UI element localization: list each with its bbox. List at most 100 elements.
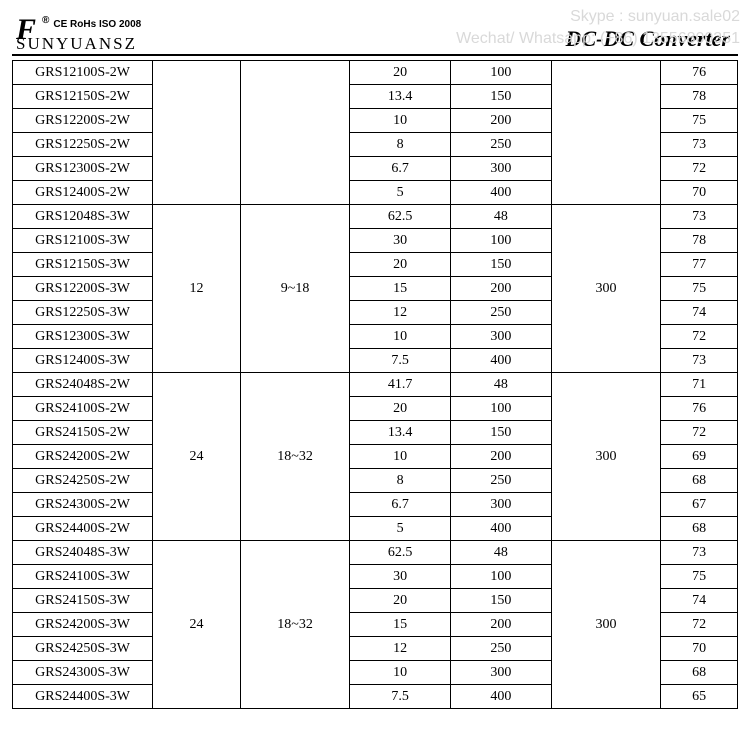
- iout-cell: 20: [350, 397, 451, 421]
- iout-cell: 7.5: [350, 685, 451, 709]
- iout-cell: 41.7: [350, 373, 451, 397]
- eff-cell: 68: [661, 469, 738, 493]
- brand-block: F ® CE RoHs ISO 2008 SUNYUANSZ: [16, 12, 141, 54]
- eff-cell: 74: [661, 589, 738, 613]
- load-cell: 300: [551, 205, 661, 373]
- model-cell: GRS24400S-3W: [13, 685, 153, 709]
- model-cell: GRS24048S-2W: [13, 373, 153, 397]
- vout-cell: 150: [451, 85, 552, 109]
- model-cell: GRS12400S-2W: [13, 181, 153, 205]
- vout-cell: 300: [451, 661, 552, 685]
- vout-cell: 200: [451, 613, 552, 637]
- vout-cell: 150: [451, 253, 552, 277]
- iout-cell: 13.4: [350, 85, 451, 109]
- eff-cell: 72: [661, 325, 738, 349]
- vout-cell: 250: [451, 469, 552, 493]
- vout-cell: 400: [451, 517, 552, 541]
- page-title: DC-DC Converter: [566, 26, 734, 54]
- vout-cell: 250: [451, 637, 552, 661]
- cert-line: F ® CE RoHs ISO 2008: [16, 12, 141, 36]
- load-cell: [551, 61, 661, 205]
- table-row: GRS24048S-3W2418~3262.54830073: [13, 541, 738, 565]
- model-cell: GRS12250S-3W: [13, 301, 153, 325]
- model-cell: GRS24200S-2W: [13, 445, 153, 469]
- model-cell: GRS24200S-3W: [13, 613, 153, 637]
- eff-cell: 72: [661, 613, 738, 637]
- eff-cell: 65: [661, 685, 738, 709]
- vin-range-cell: 9~18: [240, 205, 350, 373]
- spec-table: GRS12100S-2W2010076GRS12150S-2W13.415078…: [12, 60, 738, 709]
- iout-cell: 5: [350, 517, 451, 541]
- iout-cell: 8: [350, 133, 451, 157]
- iout-cell: 30: [350, 565, 451, 589]
- eff-cell: 73: [661, 205, 738, 229]
- model-cell: GRS12300S-3W: [13, 325, 153, 349]
- load-cell: 300: [551, 541, 661, 709]
- eff-cell: 75: [661, 109, 738, 133]
- iout-cell: 12: [350, 637, 451, 661]
- vin-nom-cell: 24: [153, 541, 241, 709]
- iout-cell: 12: [350, 301, 451, 325]
- model-cell: GRS24300S-3W: [13, 661, 153, 685]
- model-cell: GRS12400S-3W: [13, 349, 153, 373]
- vout-cell: 48: [451, 373, 552, 397]
- iout-cell: 20: [350, 61, 451, 85]
- eff-cell: 75: [661, 565, 738, 589]
- vin-nom-cell: [153, 61, 241, 205]
- eff-cell: 76: [661, 397, 738, 421]
- eff-cell: 70: [661, 181, 738, 205]
- model-cell: GRS24100S-2W: [13, 397, 153, 421]
- iout-cell: 20: [350, 589, 451, 613]
- vout-cell: 400: [451, 181, 552, 205]
- model-cell: GRS12100S-2W: [13, 61, 153, 85]
- vout-cell: 48: [451, 205, 552, 229]
- table-row: GRS24048S-2W2418~3241.74830071: [13, 373, 738, 397]
- vout-cell: 48: [451, 541, 552, 565]
- iout-cell: 5: [350, 181, 451, 205]
- eff-cell: 67: [661, 493, 738, 517]
- eff-cell: 71: [661, 373, 738, 397]
- eff-cell: 72: [661, 421, 738, 445]
- vout-cell: 200: [451, 109, 552, 133]
- table-row: GRS12100S-2W2010076: [13, 61, 738, 85]
- vout-cell: 400: [451, 685, 552, 709]
- iout-cell: 13.4: [350, 421, 451, 445]
- vin-range-cell: 18~32: [240, 373, 350, 541]
- model-cell: GRS12150S-3W: [13, 253, 153, 277]
- iout-cell: 20: [350, 253, 451, 277]
- logo-glyph: F: [16, 18, 36, 42]
- vout-cell: 300: [451, 325, 552, 349]
- iout-cell: 10: [350, 109, 451, 133]
- iout-cell: 15: [350, 277, 451, 301]
- eff-cell: 70: [661, 637, 738, 661]
- eff-cell: 76: [661, 61, 738, 85]
- iout-cell: 6.7: [350, 157, 451, 181]
- iout-cell: 62.5: [350, 205, 451, 229]
- iout-cell: 6.7: [350, 493, 451, 517]
- vout-cell: 400: [451, 349, 552, 373]
- model-cell: GRS12250S-2W: [13, 133, 153, 157]
- eff-cell: 73: [661, 133, 738, 157]
- iout-cell: 7.5: [350, 349, 451, 373]
- cert-text: CE RoHs ISO 2008: [53, 19, 141, 30]
- model-cell: GRS12150S-2W: [13, 85, 153, 109]
- eff-cell: 69: [661, 445, 738, 469]
- iout-cell: 10: [350, 445, 451, 469]
- reg-mark: ®: [42, 15, 49, 26]
- model-cell: GRS12300S-2W: [13, 157, 153, 181]
- eff-cell: 72: [661, 157, 738, 181]
- vin-range-cell: 18~32: [240, 541, 350, 709]
- model-cell: GRS24150S-3W: [13, 589, 153, 613]
- model-cell: GRS12048S-3W: [13, 205, 153, 229]
- eff-cell: 74: [661, 301, 738, 325]
- eff-cell: 78: [661, 229, 738, 253]
- vout-cell: 300: [451, 157, 552, 181]
- eff-cell: 68: [661, 517, 738, 541]
- iout-cell: 62.5: [350, 541, 451, 565]
- eff-cell: 75: [661, 277, 738, 301]
- model-cell: GRS24400S-2W: [13, 517, 153, 541]
- model-cell: GRS24048S-3W: [13, 541, 153, 565]
- vin-nom-cell: 24: [153, 373, 241, 541]
- model-cell: GRS24100S-3W: [13, 565, 153, 589]
- vout-cell: 200: [451, 277, 552, 301]
